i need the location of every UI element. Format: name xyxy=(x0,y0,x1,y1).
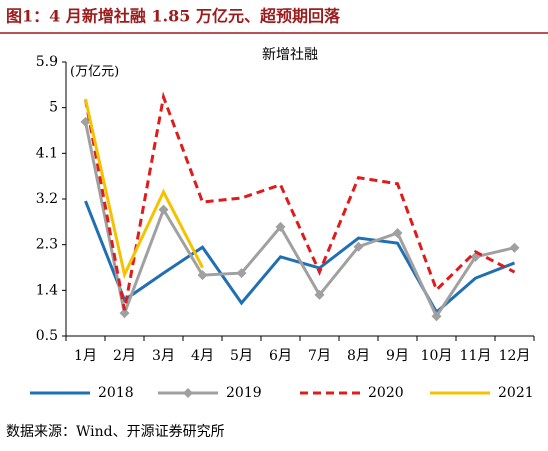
series-line xyxy=(84,91,516,311)
x-tick-label: 12月 xyxy=(499,348,531,364)
y-axis-label: (万亿元) xyxy=(70,65,119,80)
marker xyxy=(431,311,442,322)
legend-label: 2018 xyxy=(98,385,134,401)
marker xyxy=(119,308,130,319)
x-tick-label: 11月 xyxy=(460,348,492,364)
marker xyxy=(197,270,208,281)
x-tick-label: 5月 xyxy=(230,348,253,364)
y-tick-label: 1.4 xyxy=(36,282,58,298)
y-tick-label: 4.1 xyxy=(36,145,58,161)
marker xyxy=(353,241,364,252)
x-tick-label: 6月 xyxy=(269,348,292,364)
marker xyxy=(275,221,286,232)
series-line xyxy=(84,121,515,320)
x-tick-label: 10月 xyxy=(421,348,453,364)
header-title: 图1：4 月新增社融 1.85 万亿元、超预期回落 xyxy=(6,7,341,26)
marker xyxy=(158,204,169,215)
x-tick-label: 8月 xyxy=(347,348,370,364)
marker xyxy=(236,268,247,279)
legend-label: 2020 xyxy=(368,385,404,401)
x-tick-label: 7月 xyxy=(308,348,331,364)
x-tick-label: 4月 xyxy=(191,348,214,364)
y-tick-label: 0.5 xyxy=(36,328,58,344)
marker xyxy=(392,227,403,238)
x-tick-label: 2月 xyxy=(113,348,136,364)
source: 数据来源：Wind、开源证券研究所 xyxy=(6,424,225,440)
marker xyxy=(509,242,520,253)
marker xyxy=(314,289,325,300)
legend-label: 2021 xyxy=(498,385,534,401)
y-tick-label: 2.3 xyxy=(36,237,58,253)
x-tick-label: 9月 xyxy=(386,348,409,364)
y-tick-label: 5.9 xyxy=(36,54,58,70)
legend-label: 2019 xyxy=(226,385,262,401)
x-tick-label: 3月 xyxy=(152,348,175,364)
chart-title: 新增社融 xyxy=(262,47,318,63)
x-tick-label: 1月 xyxy=(74,348,97,364)
y-tick-label: 5 xyxy=(49,100,58,116)
y-tick-label: 3.2 xyxy=(36,191,58,207)
series-line xyxy=(84,98,204,280)
legend-marker xyxy=(183,388,193,398)
